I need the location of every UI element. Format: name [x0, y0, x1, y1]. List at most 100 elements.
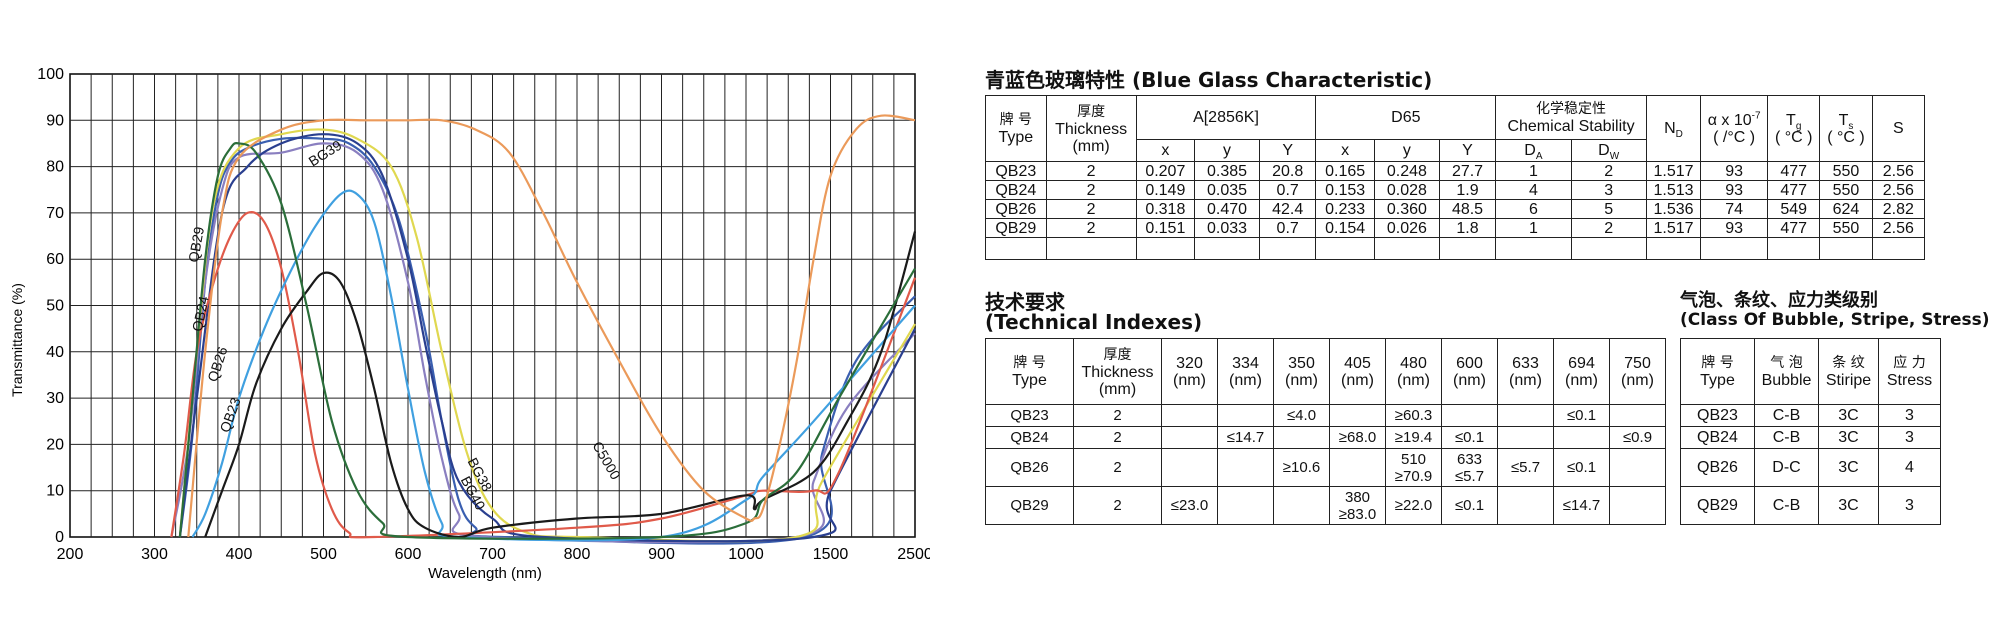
table-cell: 2: [1570, 161, 1647, 181]
table-cell: 3: [1878, 404, 1941, 427]
blue-glass-subheader-row: x y Y x y Y DA DW: [986, 139, 1925, 162]
blue-glass-table: 牌 号 Type 厚度 Thickness (mm) A[2856K] D65 化学稳…: [985, 95, 1926, 260]
table-cell: ≥60.3: [1385, 404, 1442, 427]
header-s: S: [1871, 95, 1926, 162]
table-row: QB29 C-B 3C 3: [1680, 486, 1941, 525]
table-cell: QB24: [1680, 426, 1755, 449]
header-d65: D65: [1315, 95, 1497, 140]
wavelength-value: 633: [1512, 354, 1539, 372]
y-axis-label: Transmittance (%): [9, 283, 25, 397]
table-cell: QB23: [1680, 404, 1755, 427]
table-cell: 3: [1570, 180, 1647, 200]
wavelength-unit: (nm): [1341, 371, 1374, 389]
table-cell: ≤4.0: [1273, 404, 1330, 427]
table-cell: [1217, 448, 1274, 487]
blue-glass-empty-row: [985, 237, 1926, 260]
table-cell: [1217, 486, 1274, 525]
x-tick-label: 2500: [897, 546, 930, 563]
table-cell: 2: [1073, 404, 1162, 427]
table-cell: [1553, 426, 1610, 449]
table-cell: 0.385: [1194, 161, 1260, 181]
x-tick-label: 800: [564, 546, 591, 563]
curve-qb29: [178, 136, 916, 545]
curve-label-qb26: QB26: [204, 344, 230, 383]
table-cell: 2.82: [1871, 199, 1926, 219]
y-tick-label: 30: [46, 390, 64, 407]
table-cell: QB29: [1680, 486, 1755, 525]
bb-header-bubble: 气 泡 Bubble: [1754, 338, 1819, 405]
y-tick-label: 60: [46, 251, 64, 268]
table-cell: 4: [1878, 448, 1941, 487]
table-row: QB26 2 0.318 0.470 42.4 0.233 0.360 48.5 6 5 1.536…: [985, 199, 1926, 219]
table-cell: QB23: [985, 161, 1047, 181]
wavelength-unit: (nm): [1173, 371, 1206, 389]
table-cell: 0.154: [1315, 218, 1375, 238]
ti-header-wavelength: 694 (nm): [1553, 338, 1610, 405]
bb-header-stripe: 条 纹 Stiripe: [1818, 338, 1879, 405]
curve-label-bg39: BG39: [306, 137, 345, 170]
table-cell: 48.5: [1438, 199, 1497, 219]
table-cell: 6: [1495, 199, 1572, 219]
table-cell: ≤0.9: [1609, 426, 1666, 449]
table-cell: 624: [1819, 199, 1873, 219]
header-type: 牌 号 Type: [985, 95, 1047, 162]
ti-header-wavelength: 334 (nm): [1217, 338, 1274, 405]
table-cell: 2: [1073, 448, 1162, 487]
wavelength-unit: (nm): [1397, 371, 1430, 389]
table-cell: 3: [1878, 486, 1941, 525]
wavelength-value: 334: [1232, 354, 1259, 372]
header-d-y: y: [1373, 139, 1440, 162]
header-ts: Ts( °C ): [1819, 95, 1873, 162]
y-tick-label: 80: [46, 159, 64, 176]
x-tick-label: 500: [310, 546, 337, 563]
table-row: QB26 D-C 3C 4: [1680, 448, 1941, 487]
wavelength-value: 405: [1344, 354, 1371, 372]
wavelength-value: 750: [1624, 354, 1651, 372]
table-cell: 4: [1495, 180, 1572, 200]
table-cell: 550: [1819, 218, 1873, 238]
header-d-Y: Y: [1438, 139, 1497, 162]
technical-title-cn: 技术要求: [985, 290, 1065, 314]
table-cell: ≥10.6: [1273, 448, 1330, 487]
table-cell: [1329, 404, 1386, 427]
table-cell: 477: [1767, 218, 1821, 238]
table-cell: 2.56: [1871, 218, 1926, 238]
table-row: QB29 2 0.151 0.033 0.7 0.154 0.026 1.8 1 2 1.517 93…: [985, 218, 1926, 238]
ti-header-wavelength: 320 (nm): [1161, 338, 1218, 405]
ti-header-wavelength: 750 (nm): [1609, 338, 1666, 405]
x-tick-label: 600: [395, 546, 422, 563]
curve-qb23: [204, 231, 917, 539]
ti-header-wavelength: 480 (nm): [1385, 338, 1442, 405]
table-cell: 0.7: [1258, 180, 1317, 200]
table-cell: 0.026: [1373, 218, 1440, 238]
ti-header-type: 牌 号 Type: [985, 338, 1074, 405]
bubble-title-cn: 气泡、条纹、应力类级别: [1680, 290, 1878, 311]
table-cell: D-C: [1754, 448, 1819, 487]
table-cell: 0.248: [1373, 161, 1440, 181]
x-axis-label: Wavelength (nm): [428, 565, 542, 582]
header-alpha: α x 10-7( /°C ): [1700, 95, 1769, 162]
table-cell: [1161, 426, 1218, 449]
header-nd: ND: [1645, 95, 1702, 162]
y-tick-label: 10: [46, 483, 64, 500]
table-row: QB23 2 0.207 0.385 20.8 0.165 0.248 27.7 1 2 1.517…: [985, 161, 1926, 181]
header-thickness: 厚度 Thickness (mm): [1045, 95, 1137, 162]
table-row: QB24 2 ≤14.7 ≥68.0 ≥19.4 ≤0.1 ≤0.9: [985, 426, 1666, 449]
table-cell: QB24: [985, 180, 1047, 200]
table-cell: 2: [1073, 426, 1162, 449]
wavelength-unit: (nm): [1621, 371, 1654, 389]
table-cell: [1609, 486, 1666, 525]
table-cell: [1273, 426, 1330, 449]
table-cell: 0.035: [1194, 180, 1260, 200]
header-a-x: x: [1135, 139, 1196, 162]
table-cell: 510 ≥70.9: [1385, 448, 1442, 487]
table-cell: 2: [1045, 180, 1137, 200]
table-cell: 0.7: [1258, 218, 1317, 238]
curve-label-qb29: QB29: [185, 225, 207, 263]
wavelength-value: 480: [1400, 354, 1427, 372]
table-row: QB26 2 ≥10.6 510 ≥70.9 633 ≤5.7 ≤5.7 ≤0.1: [985, 448, 1666, 487]
table-cell: C-B: [1754, 486, 1819, 525]
curve-c5000: [187, 114, 916, 538]
curve-bg39: [170, 142, 916, 544]
